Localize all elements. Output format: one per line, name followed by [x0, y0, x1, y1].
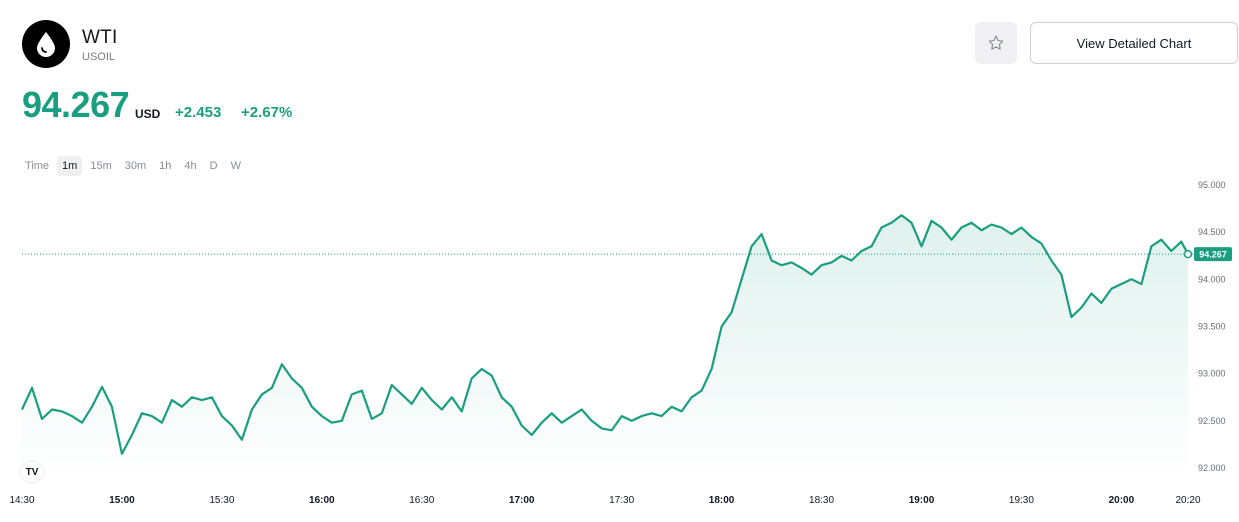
x-tick-label: 15:00	[109, 495, 135, 506]
timeframe-tab-4h[interactable]: 4h	[184, 160, 197, 172]
last-price-dot	[1183, 249, 1193, 259]
x-tick-label: 20:00	[1109, 495, 1135, 506]
timeframe-tab-1h[interactable]: 1h	[159, 160, 172, 172]
x-tick-label: 15:30	[209, 495, 234, 506]
price-change-percent: +2.67%	[241, 104, 293, 121]
star-icon	[988, 35, 1004, 50]
x-tick-label: 18:00	[709, 495, 735, 506]
currency-label: USD	[135, 107, 161, 121]
x-tick-label: 17:30	[609, 495, 634, 506]
last-price-tag	[1194, 247, 1232, 262]
timeframe-selector: Time 1m 15m 30m 1h 4h D W	[20, 156, 249, 176]
y-tick-label: 94.500	[1198, 227, 1226, 237]
last-price: 94.267	[22, 84, 130, 125]
timeframe-tab-w[interactable]: W	[230, 160, 241, 172]
timeframe-tab-d[interactable]: D	[209, 160, 218, 172]
y-tick-label: 92.000	[1198, 463, 1226, 473]
oil-drop-icon	[22, 20, 70, 68]
y-tick-label: 95.000	[1198, 180, 1226, 190]
timeframe-tab-1m[interactable]: 1m	[57, 156, 83, 176]
y-tick-label: 94.000	[1198, 274, 1226, 284]
y-tick-label: 92.500	[1198, 416, 1226, 426]
x-tick-label: 18:30	[809, 495, 834, 506]
x-tick-label: 19:00	[909, 495, 935, 506]
instrument-ticker: USOIL	[82, 51, 116, 63]
favorite-button[interactable]	[975, 22, 1017, 64]
instrument-name: WTI	[82, 27, 118, 48]
x-tick-label: 19:30	[1009, 495, 1034, 506]
timeframe-tab-15m[interactable]: 15m	[90, 160, 112, 172]
price-line	[21, 214, 1189, 455]
x-tick-label: 16:30	[409, 495, 434, 506]
y-tick-label: 93.000	[1198, 369, 1226, 379]
view-detailed-chart-button[interactable]: View Detailed Chart	[1030, 22, 1238, 64]
x-tick-label: 20:20	[1175, 495, 1200, 506]
x-tick-label: 17:00	[509, 495, 535, 506]
timeframe-tab-30m[interactable]: 30m	[124, 160, 147, 172]
price-change: +2.453	[175, 104, 222, 121]
tradingview-logo[interactable]: TV	[21, 462, 43, 482]
x-tick-label: 16:00	[309, 495, 335, 506]
last-price-tag-label: 94.267	[1199, 250, 1227, 260]
x-tick-label: 14:30	[9, 495, 34, 506]
y-tick-label: 93.500	[1198, 322, 1226, 332]
timeframe-tab-time[interactable]: Time	[25, 160, 50, 172]
price-chart[interactable]: 95.000 94.500 94.000 93.500 93.000 92.500 92.0…	[0, 176, 1239, 522]
price-area-fill	[22, 215, 1188, 480]
